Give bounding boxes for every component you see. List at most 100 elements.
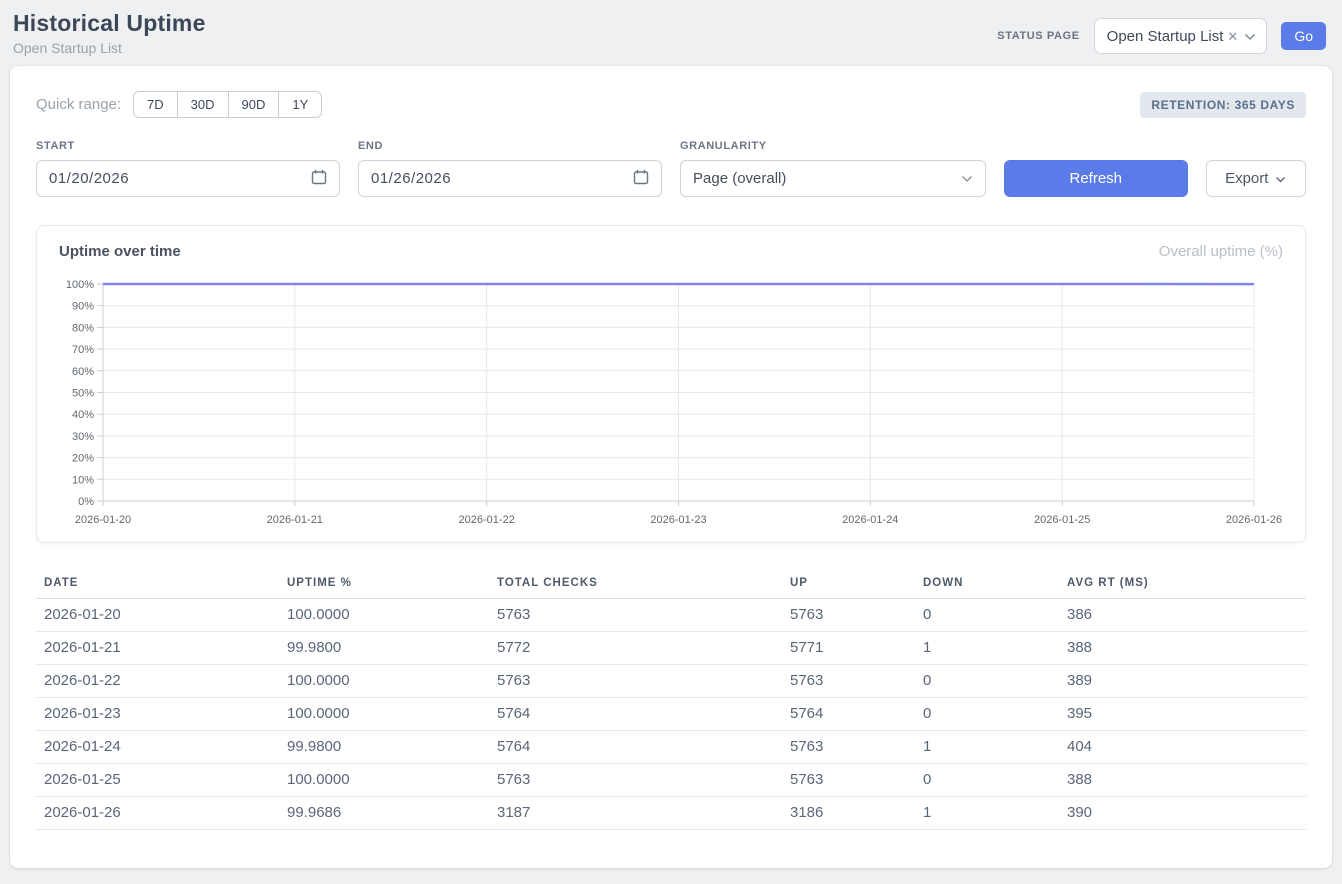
table-cell: 388 xyxy=(1059,632,1306,665)
quick-range-buttons: 7D 30D 90D 1Y xyxy=(133,91,322,118)
svg-text:90%: 90% xyxy=(72,301,94,313)
table-cell: 1 xyxy=(915,632,1059,665)
export-button[interactable]: Export xyxy=(1206,160,1306,197)
table-cell: 5772 xyxy=(489,632,782,665)
table-cell: 389 xyxy=(1059,665,1306,698)
table-cell: 5763 xyxy=(782,764,915,797)
svg-text:0%: 0% xyxy=(78,496,94,508)
table-cell: 388 xyxy=(1059,764,1306,797)
table-cell: 99.9800 xyxy=(279,731,489,764)
table-row: 2026-01-20100.0000576357630386 xyxy=(36,599,1306,632)
status-page-label: STATUS PAGE xyxy=(997,30,1079,42)
table-cell: 404 xyxy=(1059,731,1306,764)
table-cell: 5763 xyxy=(489,599,782,632)
chevron-down-icon xyxy=(1275,170,1286,187)
uptime-table: DATE UPTIME % TOTAL CHECKS UP DOWN AVG R… xyxy=(36,573,1306,830)
table-cell: 386 xyxy=(1059,599,1306,632)
table-cell: 2026-01-22 xyxy=(36,665,279,698)
chart-legend: Overall uptime (%) xyxy=(1159,243,1283,260)
table-row: 2026-01-25100.0000576357630388 xyxy=(36,764,1306,797)
quick-range-1y-button[interactable]: 1Y xyxy=(278,91,322,118)
calendar-icon[interactable] xyxy=(633,169,649,189)
table-cell: 5764 xyxy=(489,731,782,764)
svg-text:70%: 70% xyxy=(72,344,94,356)
go-button[interactable]: Go xyxy=(1281,22,1326,50)
column-header-down: DOWN xyxy=(915,573,1059,599)
table-cell: 390 xyxy=(1059,797,1306,830)
table-row: 2026-01-2199.9800577257711388 xyxy=(36,632,1306,665)
table-cell: 2026-01-20 xyxy=(36,599,279,632)
table-cell: 0 xyxy=(915,698,1059,731)
table-cell: 100.0000 xyxy=(279,764,489,797)
table-row: 2026-01-22100.0000576357630389 xyxy=(36,665,1306,698)
table-cell: 100.0000 xyxy=(279,599,489,632)
filters-row-fields: START 01/20/2026 END 01/26/2026 GRANULAR… xyxy=(36,140,1306,197)
table-row: 2026-01-2699.9686318731861390 xyxy=(36,797,1306,830)
granularity-label: GRANULARITY xyxy=(680,140,986,152)
svg-text:10%: 10% xyxy=(72,474,94,486)
svg-text:2026-01-22: 2026-01-22 xyxy=(459,514,515,526)
svg-text:40%: 40% xyxy=(72,409,94,421)
svg-text:100%: 100% xyxy=(66,279,94,291)
status-page-select[interactable]: Open Startup List ✕ xyxy=(1094,18,1268,54)
table-cell: 2026-01-23 xyxy=(36,698,279,731)
table-cell: 5764 xyxy=(782,698,915,731)
retention-badge: RETENTION: 365 DAYS xyxy=(1140,92,1306,118)
end-date-input[interactable]: 01/26/2026 xyxy=(358,160,662,197)
calendar-icon[interactable] xyxy=(311,169,327,189)
table-row: 2026-01-2499.9800576457631404 xyxy=(36,731,1306,764)
table-cell: 0 xyxy=(915,599,1059,632)
uptime-chart-svg: 0%10%20%30%40%50%60%70%80%90%100%2026-01… xyxy=(37,270,1309,536)
svg-text:2026-01-25: 2026-01-25 xyxy=(1034,514,1090,526)
table-cell: 5763 xyxy=(782,665,915,698)
uptime-chart-card: Uptime over time Overall uptime (%) 0% 10… xyxy=(36,225,1306,543)
column-header-total-checks: TOTAL CHECKS xyxy=(489,573,782,599)
clear-icon[interactable]: ✕ xyxy=(1227,30,1238,43)
granularity-value: Page (overall) xyxy=(693,170,786,187)
table-cell: 99.9686 xyxy=(279,797,489,830)
table-cell: 0 xyxy=(915,764,1059,797)
table-cell: 2026-01-25 xyxy=(36,764,279,797)
table-cell: 1 xyxy=(915,731,1059,764)
svg-text:50%: 50% xyxy=(72,388,94,400)
table-cell: 2026-01-24 xyxy=(36,731,279,764)
chart-header: Uptime over time Overall uptime (%) xyxy=(37,243,1305,260)
export-button-label: Export xyxy=(1225,170,1268,187)
page-title: Historical Uptime xyxy=(13,10,206,37)
table-cell: 3186 xyxy=(782,797,915,830)
filters-row-top: Quick range: 7D 30D 90D 1Y RETENTION: 36… xyxy=(36,91,1306,118)
uptime-table-head: DATE UPTIME % TOTAL CHECKS UP DOWN AVG R… xyxy=(36,573,1306,599)
quick-range-7d-button[interactable]: 7D xyxy=(133,91,178,118)
quick-range-90d-button[interactable]: 90D xyxy=(228,91,280,118)
page-header: Historical Uptime Open Startup List STAT… xyxy=(0,0,1342,56)
table-cell: 5763 xyxy=(782,731,915,764)
quick-range-label: Quick range: xyxy=(36,96,121,113)
table-cell: 5771 xyxy=(782,632,915,665)
refresh-button[interactable]: Refresh xyxy=(1004,160,1188,197)
chevron-down-icon xyxy=(1244,28,1256,45)
header-controls: STATUS PAGE Open Startup List ✕ Go xyxy=(997,18,1326,54)
svg-text:2026-01-26: 2026-01-26 xyxy=(1226,514,1282,526)
svg-text:2026-01-21: 2026-01-21 xyxy=(267,514,323,526)
table-cell: 395 xyxy=(1059,698,1306,731)
granularity-select[interactable]: Page (overall) xyxy=(680,160,986,197)
start-date-value: 01/20/2026 xyxy=(49,170,129,187)
table-cell: 5764 xyxy=(489,698,782,731)
column-header-date: DATE xyxy=(36,573,279,599)
table-cell: 1 xyxy=(915,797,1059,830)
table-cell: 0 xyxy=(915,665,1059,698)
svg-text:2026-01-23: 2026-01-23 xyxy=(650,514,706,526)
title-block: Historical Uptime Open Startup List xyxy=(13,10,206,56)
column-header-up: UP xyxy=(782,573,915,599)
page-subtitle: Open Startup List xyxy=(13,40,206,56)
table-cell: 2026-01-26 xyxy=(36,797,279,830)
start-date-input[interactable]: 01/20/2026 xyxy=(36,160,340,197)
end-date-field-wrap: END 01/26/2026 xyxy=(358,140,662,197)
quick-range-group: Quick range: 7D 30D 90D 1Y xyxy=(36,91,322,118)
quick-range-30d-button[interactable]: 30D xyxy=(177,91,229,118)
svg-text:30%: 30% xyxy=(72,431,94,443)
table-row: 2026-01-23100.0000576457640395 xyxy=(36,698,1306,731)
table-cell: 100.0000 xyxy=(279,698,489,731)
table-cell: 5763 xyxy=(782,599,915,632)
end-date-value: 01/26/2026 xyxy=(371,170,451,187)
